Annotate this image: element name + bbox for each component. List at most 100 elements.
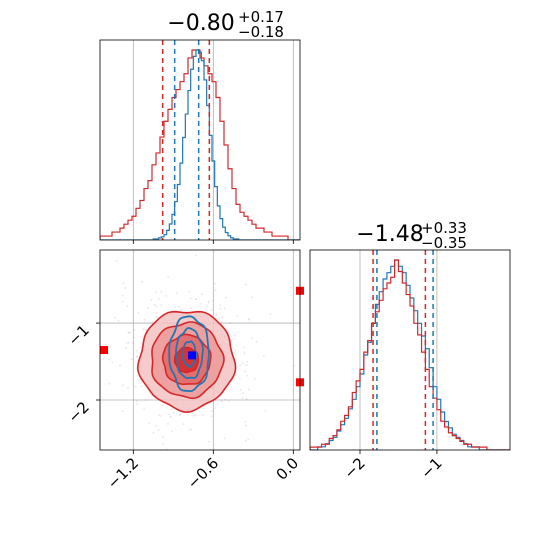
sample-point bbox=[239, 364, 242, 367]
tick-label-x-param-1: −0.6 bbox=[184, 454, 222, 492]
sample-point bbox=[142, 328, 145, 331]
sample-point bbox=[224, 398, 226, 401]
sample-point bbox=[140, 381, 143, 384]
tick-label-x-param-2: −1 bbox=[417, 454, 445, 482]
sample-point bbox=[147, 306, 150, 309]
contour-blue bbox=[168, 315, 210, 392]
sample-point bbox=[205, 305, 208, 308]
sample-point bbox=[169, 415, 171, 418]
sample-point bbox=[153, 303, 156, 306]
sample-point bbox=[152, 431, 155, 434]
sample-point bbox=[223, 307, 226, 310]
sample-point bbox=[192, 414, 195, 417]
sample-point bbox=[262, 355, 265, 357]
sample-point bbox=[207, 301, 210, 304]
sample-point bbox=[156, 312, 159, 314]
sample-point bbox=[139, 346, 142, 349]
sample-point bbox=[136, 355, 139, 358]
sample-point bbox=[219, 304, 222, 307]
hist-blue-param-2 bbox=[310, 259, 510, 450]
hist-red-param-2 bbox=[310, 259, 510, 450]
sample-point bbox=[188, 290, 191, 293]
sample-point bbox=[245, 398, 248, 400]
sample-point bbox=[122, 384, 124, 387]
sample-point bbox=[195, 298, 197, 300]
sample-point bbox=[190, 428, 193, 431]
sample-point bbox=[170, 416, 172, 419]
sample-point bbox=[117, 319, 120, 322]
sample-point bbox=[159, 415, 162, 418]
title-param-1: −0.80 bbox=[167, 11, 234, 36]
sample-point bbox=[242, 392, 244, 395]
sample-point bbox=[223, 437, 226, 440]
tick-label-y-param-2: −1 bbox=[64, 321, 92, 349]
sample-point bbox=[225, 388, 228, 391]
sample-point bbox=[221, 316, 224, 319]
sample-point bbox=[234, 354, 237, 357]
hist-blue-param-1 bbox=[100, 49, 300, 240]
sample-point bbox=[127, 387, 129, 389]
sample-point bbox=[245, 283, 247, 286]
sample-point bbox=[214, 289, 217, 292]
sample-point bbox=[245, 424, 248, 427]
sample-point bbox=[133, 337, 135, 339]
sample-point bbox=[127, 331, 130, 334]
tick-label-x-param-1: −1.2 bbox=[104, 454, 142, 492]
contour-blue bbox=[175, 327, 204, 380]
sample-point bbox=[202, 414, 205, 417]
sample-point bbox=[220, 321, 223, 324]
sample-point bbox=[293, 365, 295, 367]
marginal-param-2 bbox=[309, 249, 511, 454]
sample-point bbox=[214, 282, 217, 285]
sample-point bbox=[94, 478, 96, 480]
sample-point bbox=[247, 388, 250, 391]
sample-point bbox=[136, 403, 139, 406]
sample-point bbox=[162, 443, 165, 445]
sample-point bbox=[150, 299, 153, 302]
sample-point bbox=[190, 307, 193, 309]
sample-point bbox=[133, 329, 136, 331]
sample-point bbox=[175, 292, 178, 295]
sample-point bbox=[178, 305, 181, 308]
sample-point bbox=[219, 307, 222, 310]
sample-point bbox=[155, 291, 158, 294]
sample-point bbox=[247, 438, 250, 441]
sample-point bbox=[214, 407, 217, 409]
sample-point bbox=[269, 313, 272, 316]
sample-point bbox=[125, 347, 128, 350]
sample-point bbox=[217, 317, 220, 320]
sample-point bbox=[211, 410, 213, 412]
sample-point bbox=[121, 301, 124, 303]
marginal-param-1 bbox=[99, 39, 301, 244]
sample-point bbox=[215, 313, 218, 316]
sample-point bbox=[125, 342, 128, 344]
sample-point bbox=[210, 415, 213, 418]
sample-point bbox=[136, 400, 138, 402]
sample-point bbox=[251, 337, 253, 340]
sample-point bbox=[318, 346, 320, 348]
sample-point bbox=[232, 338, 235, 341]
sample-point bbox=[207, 300, 210, 303]
sample-point bbox=[158, 414, 160, 416]
title-param-2: −1.48 bbox=[356, 222, 423, 247]
title-param-1-sup: +0.17 bbox=[238, 8, 284, 26]
sample-point bbox=[247, 318, 250, 320]
sample-point bbox=[179, 309, 182, 311]
sample-point bbox=[171, 430, 174, 432]
sample-point bbox=[111, 361, 114, 364]
sample-point bbox=[144, 399, 147, 402]
contour-blue bbox=[181, 340, 198, 368]
sample-point bbox=[121, 410, 124, 413]
sample-point bbox=[162, 436, 164, 438]
frame-joint bbox=[99, 249, 301, 451]
sample-point bbox=[145, 328, 147, 331]
sample-point bbox=[128, 332, 131, 334]
joint-param-1-param-2 bbox=[94, 249, 320, 480]
sample-point bbox=[131, 358, 133, 361]
frame-right bbox=[309, 249, 511, 451]
joint-contents bbox=[94, 254, 320, 480]
sample-point bbox=[243, 346, 245, 349]
sample-point bbox=[167, 423, 169, 425]
sample-point bbox=[254, 377, 256, 380]
sample-point bbox=[122, 282, 125, 284]
